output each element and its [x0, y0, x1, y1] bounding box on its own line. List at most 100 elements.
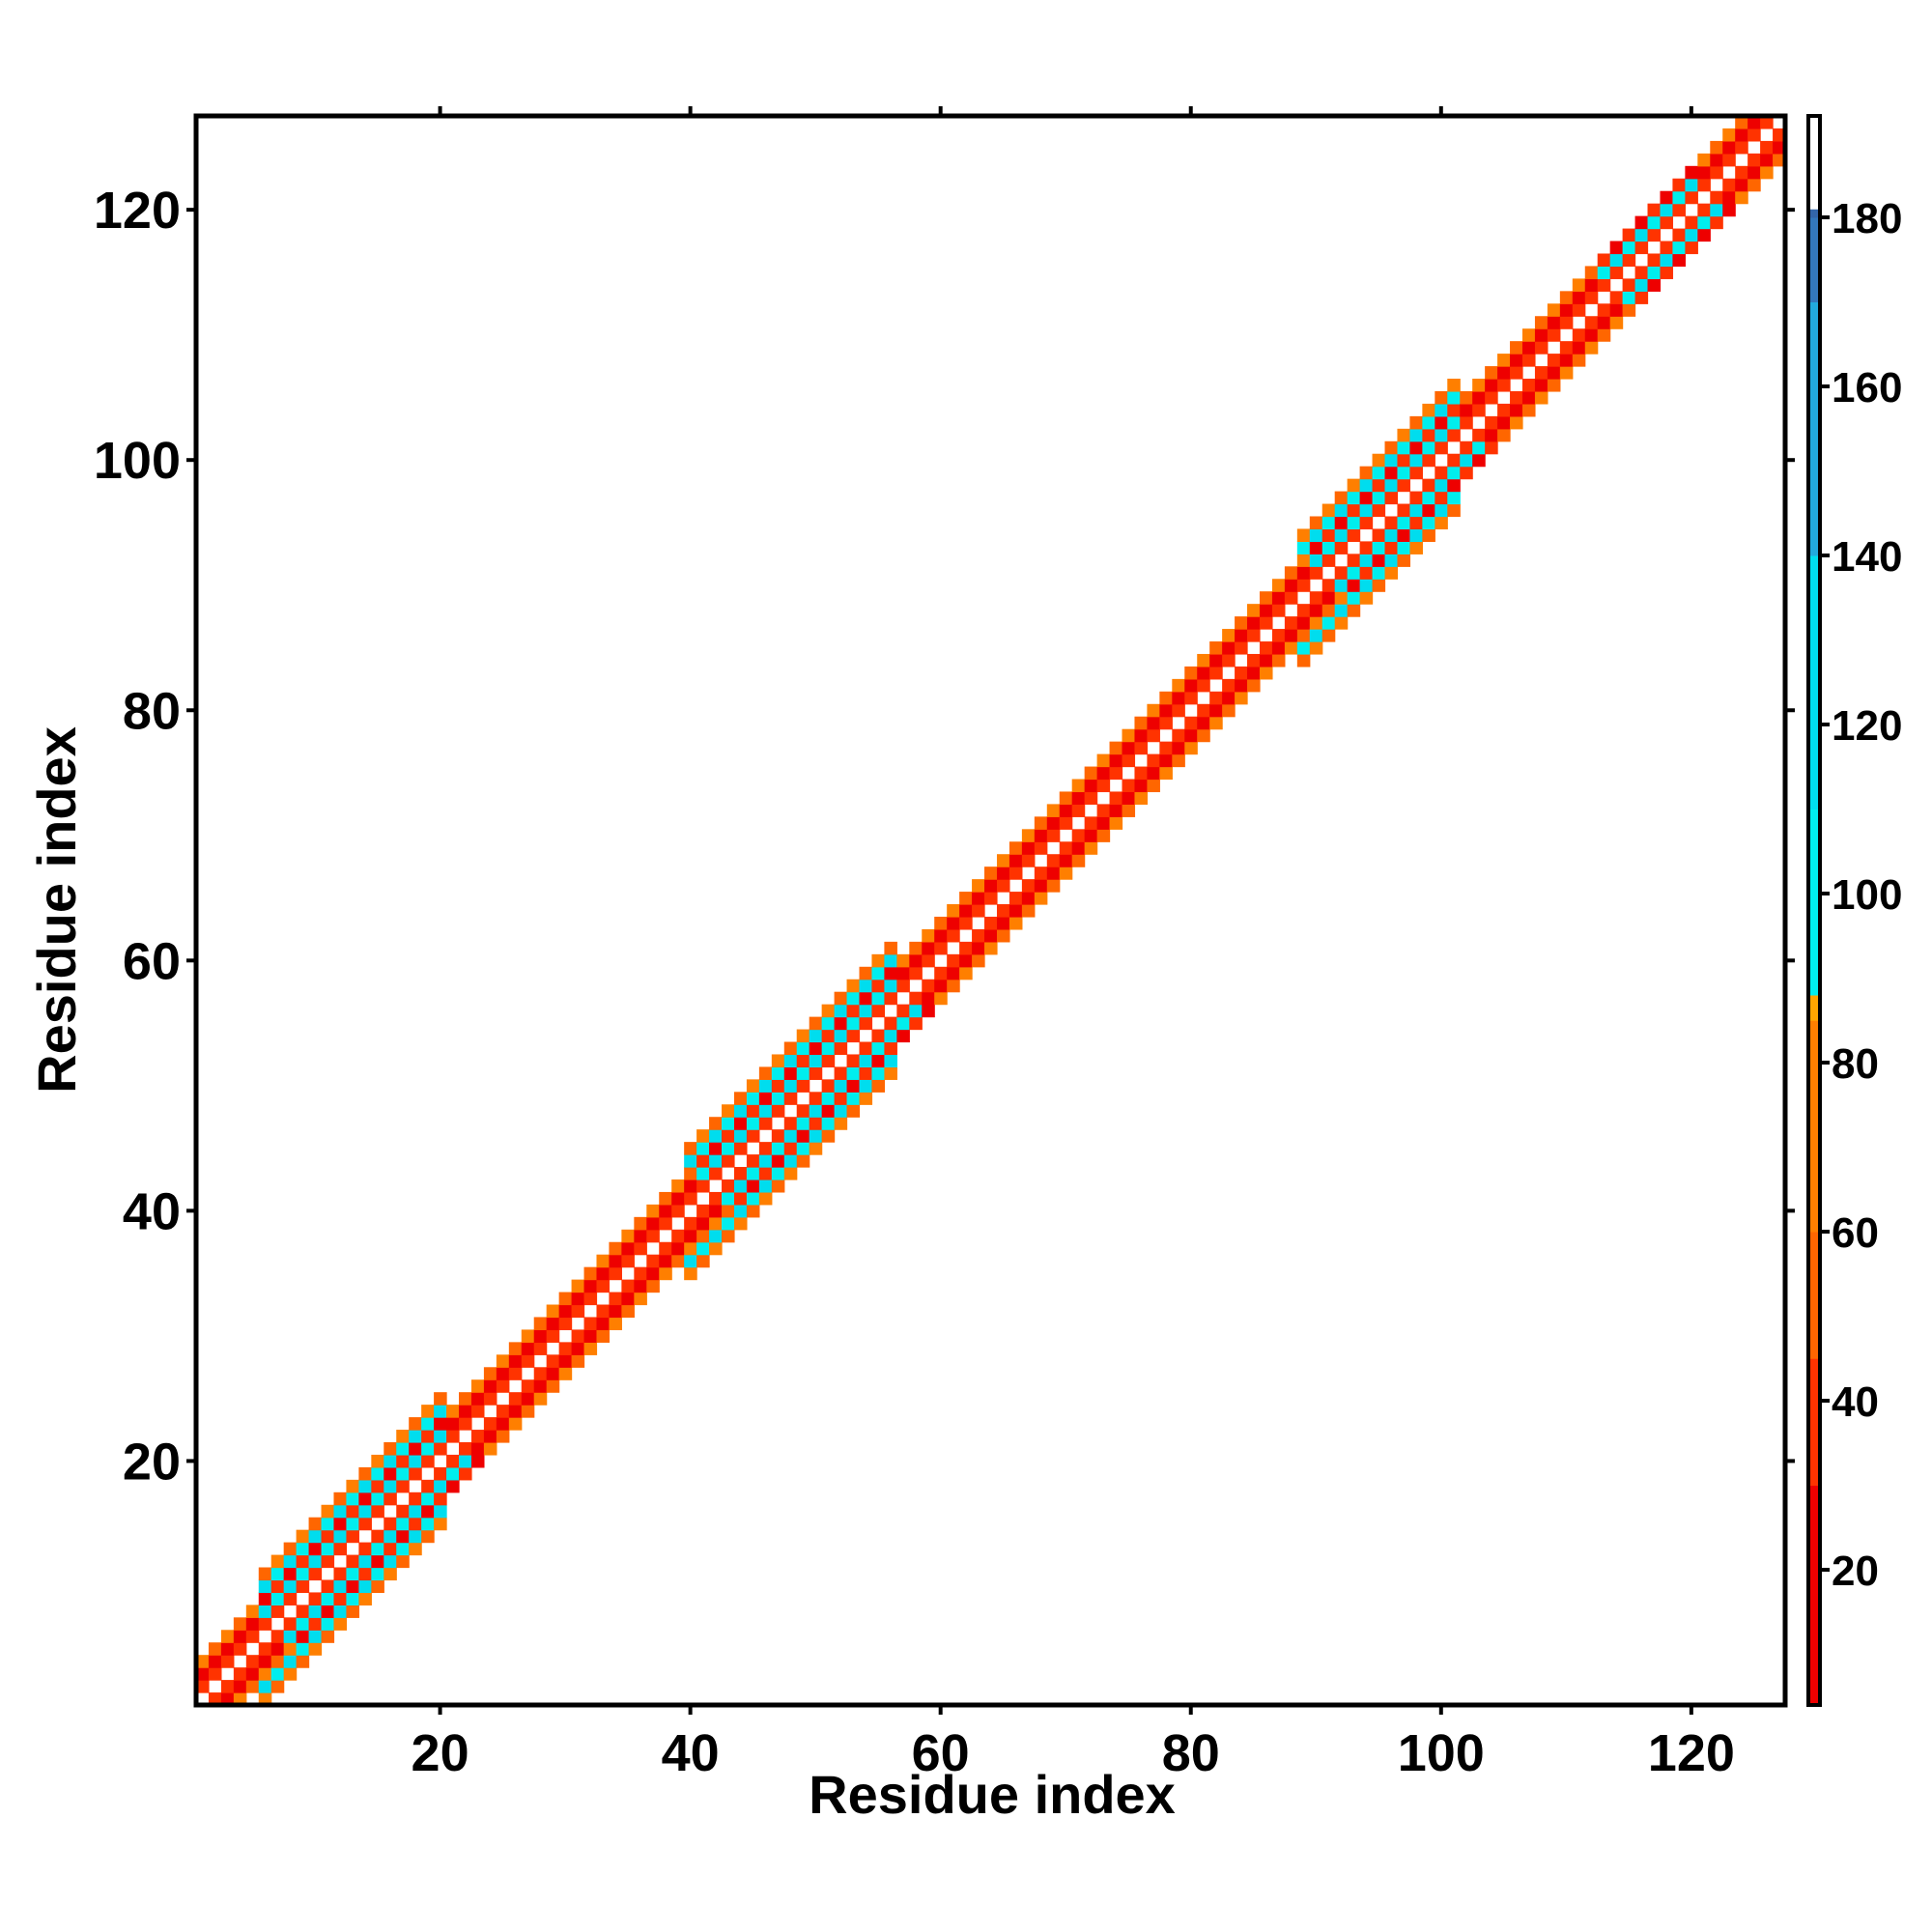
- heatmap-cell: [421, 1529, 435, 1544]
- heatmap-cell: [1209, 641, 1223, 655]
- heatmap-cell: [909, 1004, 923, 1018]
- heatmap-cell: [396, 1542, 410, 1556]
- heatmap-cell: [308, 1567, 323, 1581]
- heatmap-cell: [496, 1367, 510, 1380]
- heatmap-cell: [1096, 804, 1111, 817]
- heatmap-cell: [896, 1029, 910, 1043]
- heatmap-cell: [959, 904, 973, 918]
- heatmap-cell: [296, 1617, 310, 1631]
- heatmap-cell: [1497, 428, 1511, 442]
- heatmap-cell: [1271, 591, 1286, 605]
- heatmap-cell: [1397, 428, 1411, 442]
- heatmap-cell: [1422, 503, 1435, 518]
- heatmap-cell: [1359, 516, 1374, 530]
- heatmap-cell: [1359, 554, 1374, 567]
- heatmap-cell: [396, 1479, 410, 1493]
- heatmap-cell: [1584, 291, 1599, 304]
- heatmap-cell: [1710, 165, 1723, 180]
- heatmap-cell: [1296, 629, 1311, 642]
- heatmap-cell: [1034, 816, 1048, 830]
- heatmap-cell: [258, 1655, 272, 1668]
- heatmap-cell: [771, 1154, 785, 1168]
- heatmap-cell: [270, 1592, 285, 1605]
- heatmap-cell: [722, 1204, 735, 1218]
- heatmap-cell: [1384, 541, 1399, 554]
- heatmap-cell: [533, 1392, 548, 1406]
- heatmap-cell: [459, 1417, 472, 1431]
- heatmap-cell: [1321, 541, 1336, 554]
- heatmap-cell: [696, 1179, 710, 1193]
- heatmap-cell: [296, 1529, 310, 1544]
- heatmap-cell: [758, 1154, 773, 1168]
- heatmap-cell: [1584, 266, 1599, 279]
- heatmap-cell: [834, 1004, 848, 1018]
- heatmap-cell: [846, 979, 861, 993]
- heatmap-cell: [821, 1117, 836, 1130]
- heatmap-cell: [1334, 566, 1349, 580]
- heatmap-cell: [1247, 629, 1261, 642]
- heatmap-cell: [884, 1016, 897, 1031]
- heatmap-cell: [296, 1605, 310, 1618]
- heatmap-cell: [1559, 291, 1574, 304]
- heatmap-cell: [884, 1029, 897, 1043]
- heatmap-cell: [421, 1405, 435, 1418]
- heatmap-cell: [434, 1417, 447, 1431]
- heatmap-cell: [796, 1154, 810, 1168]
- heatmap-cell: [1735, 190, 1748, 205]
- heatmap-cell: [1271, 604, 1286, 617]
- heatmap-cell: [884, 1054, 897, 1068]
- heatmap-cell: [483, 1367, 497, 1380]
- heatmap-cell: [434, 1466, 447, 1481]
- heatmap-cell: [1547, 366, 1561, 380]
- heatmap-cell: [1447, 390, 1461, 405]
- heatmap-cell: [1647, 278, 1662, 292]
- heatmap-cell: [1422, 491, 1435, 505]
- heatmap-cell: [1660, 190, 1674, 205]
- heatmap-cell: [1422, 453, 1435, 468]
- colorbar-segment: [1808, 1485, 1820, 1706]
- heatmap-cell: [346, 1529, 359, 1544]
- heatmap-cell: [1685, 165, 1698, 180]
- heatmap-cell: [884, 1041, 897, 1056]
- heatmap-cell: [1084, 841, 1098, 855]
- heatmap-cell: [1259, 653, 1273, 668]
- heatmap-cell: [1034, 867, 1048, 880]
- heatmap-cell: [409, 1504, 422, 1519]
- heatmap-cell: [1634, 228, 1649, 242]
- heatmap-cell: [1409, 466, 1423, 480]
- heatmap-cell: [709, 1129, 723, 1143]
- heatmap-cell: [1109, 791, 1123, 805]
- heatmap-cell: [1222, 678, 1236, 693]
- heatmap-cell: [1134, 791, 1149, 805]
- heatmap-cell: [1409, 440, 1423, 455]
- heatmap-cell: [671, 1241, 685, 1256]
- heatmap-cell: [1359, 478, 1374, 493]
- heatmap-cell: [1209, 691, 1223, 705]
- heatmap-cell: [270, 1554, 285, 1569]
- heatmap-cell: [746, 1104, 760, 1118]
- heatmap-cell: [333, 1492, 348, 1506]
- heatmap-cell: [809, 1054, 823, 1068]
- heatmap-cell: [1271, 641, 1286, 655]
- heatmap-cell: [308, 1592, 323, 1605]
- heatmap-cell: [220, 1680, 235, 1693]
- heatmap-cell: [783, 1117, 798, 1130]
- heatmap-cell: [746, 1179, 760, 1193]
- heatmap-cell: [270, 1567, 285, 1581]
- heatmap-cell: [1447, 453, 1461, 468]
- heatmap-cell: [859, 991, 873, 1006]
- heatmap-cell: [922, 941, 935, 955]
- heatmap-cell: [634, 1229, 647, 1243]
- heatmap-cell: [483, 1379, 497, 1393]
- heatmap-cell: [709, 1117, 723, 1130]
- heatmap-cell: [758, 1092, 773, 1105]
- heatmap-cell: [996, 916, 1010, 930]
- heatmap-cell: [884, 966, 897, 980]
- heatmap-cell: [1147, 766, 1160, 781]
- heatmap-cell: [1584, 341, 1599, 355]
- heatmap-cell: [1609, 266, 1624, 279]
- heatmap-cell: [1347, 478, 1361, 493]
- heatmap-cell: [722, 1216, 735, 1231]
- heatmap-cell: [496, 1430, 510, 1443]
- heatmap-cell: [1547, 328, 1561, 342]
